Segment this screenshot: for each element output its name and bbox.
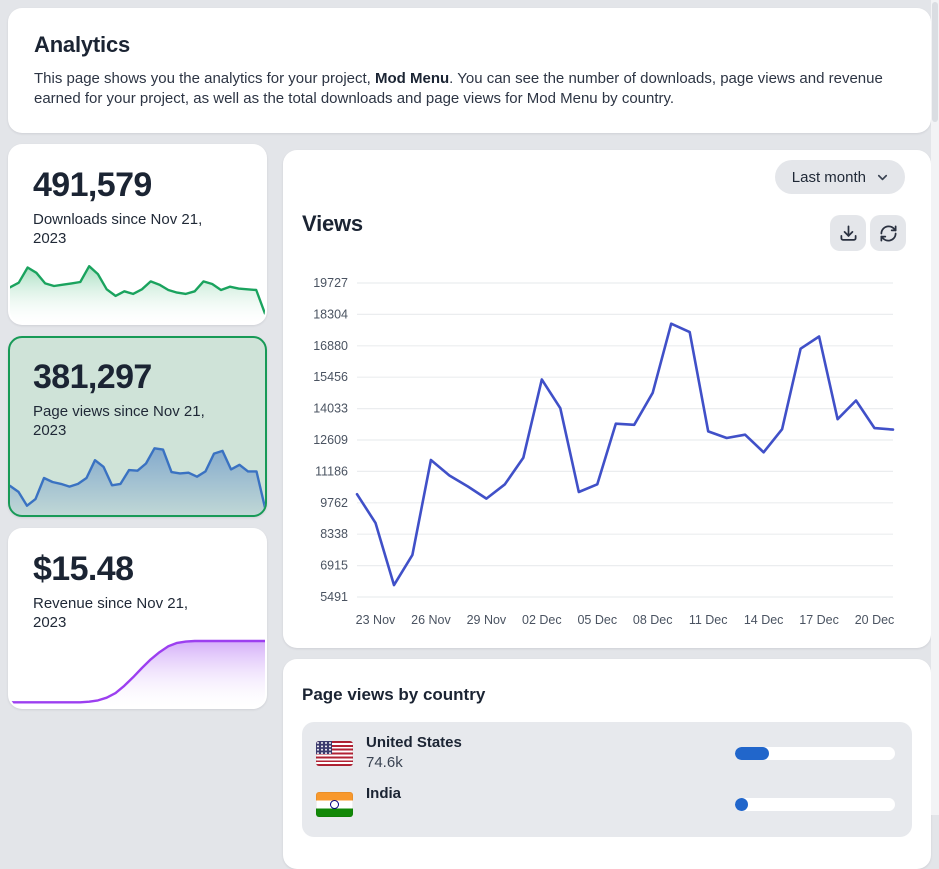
country-meta: United States 74.6k [366,734,462,772]
svg-text:20 Dec: 20 Dec [855,613,895,627]
scrollbar-thumb[interactable] [932,2,938,122]
scrollbar[interactable] [931,0,939,815]
country-page-views: 74.6k [366,754,403,771]
downloads-sparkline [10,264,265,323]
svg-text:14033: 14033 [313,402,348,416]
stat-card-page-views[interactable]: 381,297 Page views since Nov 21, 2023 [8,336,267,517]
svg-text:11 Dec: 11 Dec [689,613,728,627]
page-views-sparkline [10,447,265,515]
refresh-chart-button[interactable] [870,215,906,251]
country-views-card: Page views by country United States 74.6… [283,659,931,869]
description-text-cont: . You can see the number of downloads, p… [34,70,883,107]
revenue-amount: $15.48 [33,550,134,588]
country-name: United States [366,734,462,751]
chart-title: Views [302,211,363,236]
us-flag-icon [316,740,353,766]
analytics-page: { "header": { "title": "Analytics", "des… [8,0,939,869]
svg-text:05 Dec: 05 Dec [577,613,617,627]
country-bar-track [735,797,895,811]
country-bar-fill [735,797,748,811]
svg-text:29 Nov: 29 Nov [467,613,507,627]
download-icon [839,224,858,243]
downloads-count: 491,579 [33,166,152,204]
country-name: India [366,785,402,802]
page-views-count: 381,297 [33,358,152,396]
page-views-label: Page views since Nov 21, 2023 [33,403,205,439]
revenue-sparkline [10,639,265,707]
revenue-label: Revenue since Nov 21, 2023 [33,595,189,631]
date-range-selector[interactable]: Last month [774,160,905,194]
svg-text:9762: 9762 [320,496,348,510]
stat-card-downloads[interactable]: 491,579 Downloads since Nov 21, 2023 [8,144,267,325]
svg-text:08 Dec: 08 Dec [633,613,673,627]
page-description: This page shows you the analytics for yo… [34,69,905,108]
page-title: Analytics [34,32,131,57]
india-flag-icon [316,791,353,817]
chevron-down-icon [875,170,890,185]
svg-text:8338: 8338 [320,527,348,541]
analytics-header-card: Analytics This page shows you the analyt… [8,8,931,133]
svg-text:11186: 11186 [315,464,348,478]
svg-text:23 Nov: 23 Nov [356,613,396,627]
svg-text:6915: 6915 [320,559,348,573]
refresh-icon [879,224,898,243]
svg-text:17 Dec: 17 Dec [799,613,839,627]
country-bar-track [735,746,895,760]
views-chart-card: Last month Views 19727 18304 16880 15456 140… [283,150,931,648]
downloads-label: Downloads since Nov 21, 2023 [33,211,203,247]
date-range-label: Last month [791,168,866,186]
svg-text:15456: 15456 [313,370,348,384]
country-meta: India [366,785,401,823]
views-line-chart[interactable]: 19727 18304 16880 15456 14033 12609 11186 9762 8… [283,150,931,648]
svg-text:18304: 18304 [313,307,348,321]
svg-text:12609: 12609 [313,433,348,447]
project-name: Mod Menu [375,70,450,87]
country-page-views [366,805,401,823]
svg-text:16880: 16880 [313,339,348,353]
country-bar-fill [735,746,769,760]
svg-text:14 Dec: 14 Dec [744,613,784,627]
country-row-united-states: United States 74.6k [316,734,895,772]
country-list: United States 74.6k India [302,722,912,837]
svg-text:26 Nov: 26 Nov [411,613,451,627]
svg-text:19727: 19727 [313,276,348,290]
country-section-title: Page views by country [302,685,486,704]
stat-card-revenue[interactable]: $15.48 Revenue since Nov 21, 2023 [8,528,267,709]
country-row-india: India [316,785,895,823]
svg-text:5491: 5491 [320,590,348,604]
export-chart-button[interactable] [830,215,866,251]
description-text: This page shows you the analytics for yo… [34,70,376,87]
svg-text:02 Dec: 02 Dec [522,613,562,627]
